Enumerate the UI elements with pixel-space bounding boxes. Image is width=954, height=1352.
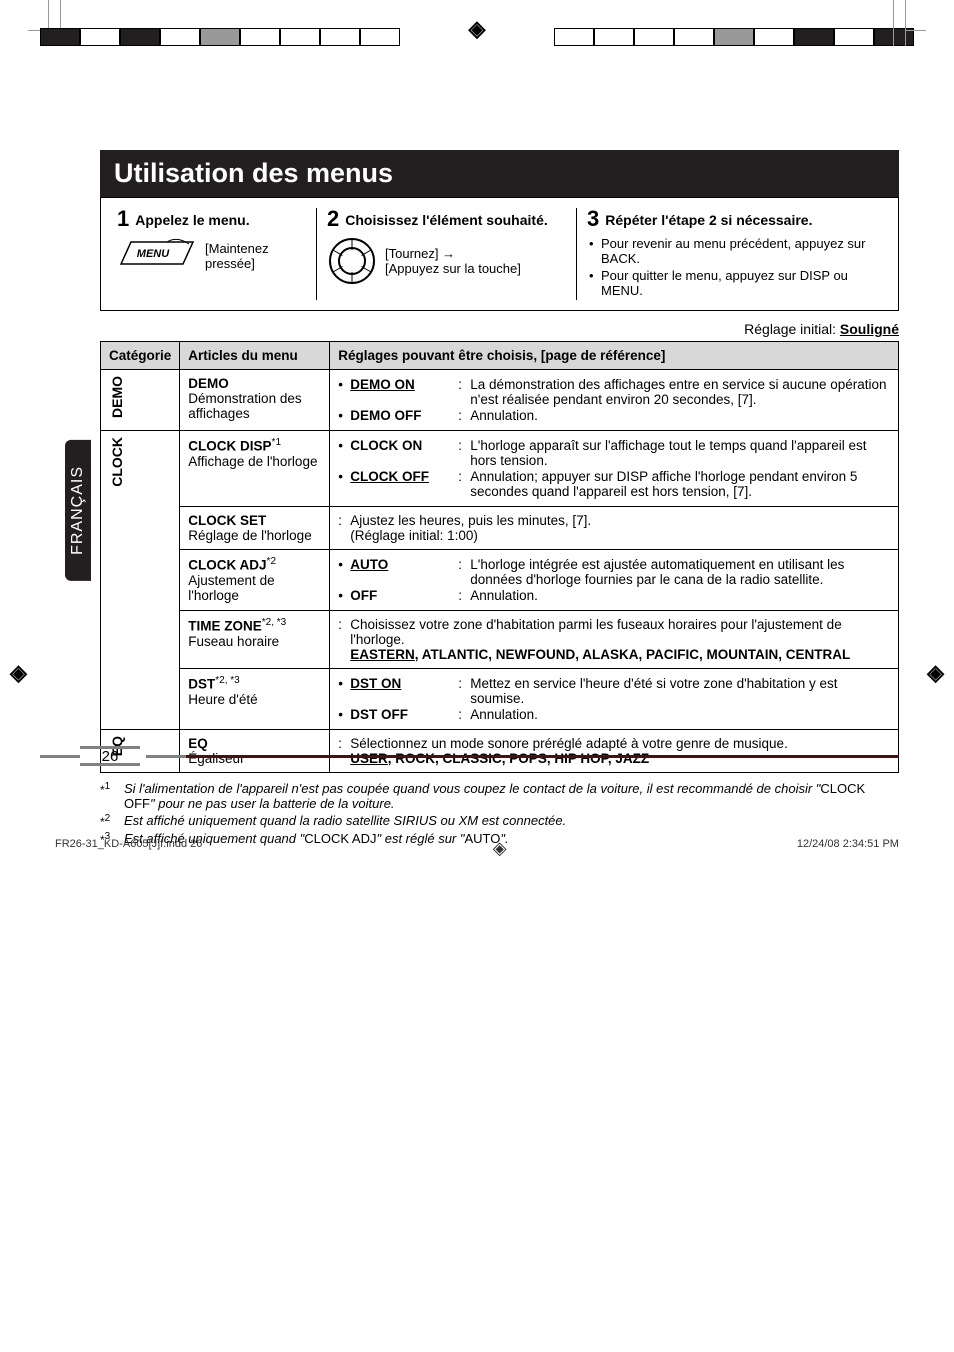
table-row: DST*2, *3Heure d'été DST ONMettez en ser… (101, 669, 899, 730)
initial-setting-note: Réglage initial: Souligné (100, 321, 899, 337)
step-3-label: Répéter l'étape 2 si nécessaire. (605, 208, 812, 228)
category-demo: DEMO (109, 376, 125, 418)
footer-filename: FR26-31_KD-A605[J]f.indd 26 (55, 838, 202, 859)
step-3-bullet: Pour revenir au menu précédent, appuyez … (587, 236, 882, 266)
step-2-label: Choisissez l'élément souhaité. (345, 208, 548, 228)
steps-container: 1 Appelez le menu. MENU [Maintenez press… (100, 197, 899, 311)
svg-text:MENU: MENU (137, 248, 170, 260)
print-footer: FR26-31_KD-A605[J]f.indd 26 ◈ 12/24/08 2… (55, 838, 899, 859)
step-3-number: 3 (587, 208, 599, 230)
step-1-label: Appelez le menu. (135, 208, 249, 228)
knob-icon (327, 236, 377, 286)
table-row: TIME ZONE*2, *3Fuseau horaire Choisissez… (101, 611, 899, 669)
page-number-bar: 26 (40, 753, 899, 759)
step-2-number: 2 (327, 208, 339, 230)
step-1: 1 Appelez le menu. MENU [Maintenez press… (107, 208, 317, 300)
step-2: 2 Choisissez l'élément souhaité. (317, 208, 577, 300)
footer-reg-icon: ◈ (493, 838, 507, 859)
table-row: CLOCK ADJ*2Ajustement de l'horloge AUTOL… (101, 550, 899, 611)
col-category: Catégorie (101, 342, 180, 370)
step-1-hint: [Maintenez pressée] (205, 241, 306, 271)
col-items: Articles du menu (180, 342, 330, 370)
step-3: 3 Répéter l'étape 2 si nécessaire. Pour … (577, 208, 892, 300)
language-tab: FRANÇAIS (65, 440, 91, 581)
table-row: EQ EQÉgaliseur Sélectionnez un mode sono… (101, 730, 899, 773)
step-2-hint: [Tournez] → [Appuyez sur la touche] (385, 246, 521, 276)
crop-marks-top: ◈ (0, 0, 954, 50)
table-row: CLOCK CLOCK DISP*1Affichage de l'horloge… (101, 431, 899, 507)
registration-mark-icon: ◈ (469, 16, 486, 42)
table-row: DEMO DEMODémonstration des affichages DE… (101, 370, 899, 431)
category-clock: CLOCK (109, 437, 125, 487)
table-row: CLOCK SETRéglage de l'horloge Ajustez le… (101, 507, 899, 550)
page-number: 26 (80, 746, 140, 766)
footer-timestamp: 12/24/08 2:34:51 PM (797, 838, 899, 859)
col-settings: Réglages pouvant être choisis, [page de … (330, 342, 899, 370)
page-title: Utilisation des menus (100, 150, 899, 197)
menu-table: Catégorie Articles du menu Réglages pouv… (100, 341, 899, 773)
step-1-number: 1 (117, 208, 129, 230)
menu-button-icon: MENU (117, 236, 197, 275)
step-3-bullet: Pour quitter le menu, appuyez sur DISP o… (587, 268, 882, 298)
